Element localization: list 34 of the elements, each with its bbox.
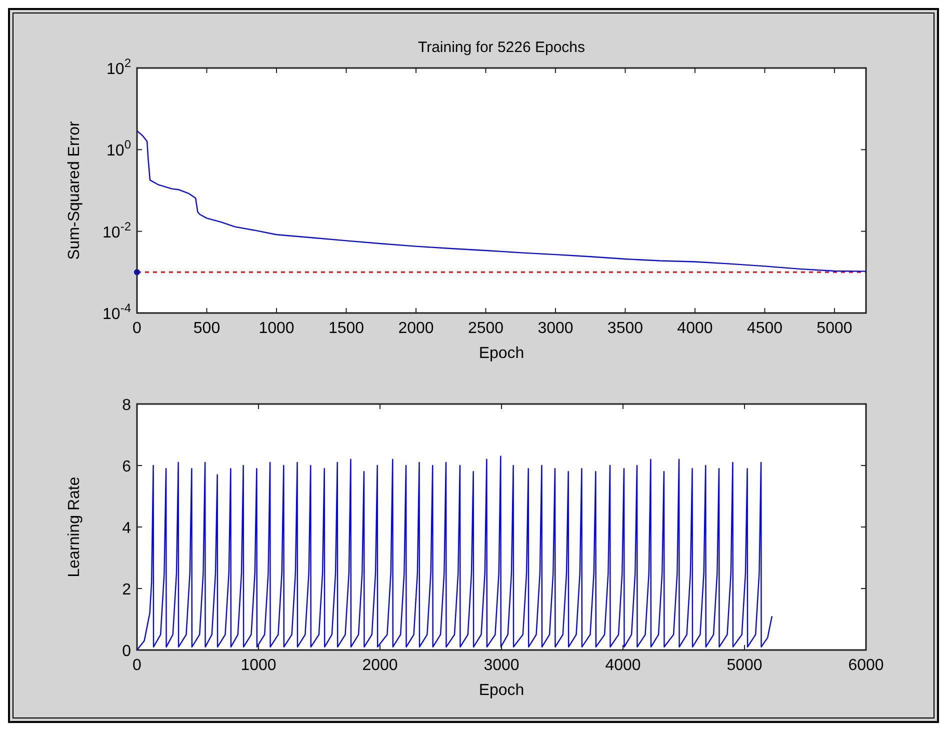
x-tick-label: 2500	[468, 320, 504, 337]
x-tick-label: 0	[132, 657, 142, 674]
y-tick-label: 10$^{-2}$	[102, 219, 132, 242]
x-tick-label: 6000	[848, 657, 884, 674]
x-tick-label: 4500	[746, 320, 783, 337]
x-tick-label: 3000	[484, 657, 520, 674]
x-tick-label: 4000	[605, 657, 641, 674]
x-tick-label: 4000	[677, 320, 713, 337]
y-axis-title: Learning Rate	[66, 476, 83, 578]
line-series	[136, 456, 773, 651]
y-tick-label: 8	[122, 397, 132, 414]
y-tick-label: 2	[122, 582, 132, 598]
x-tick-label: 5000	[726, 657, 762, 674]
chart-title: Training for 5226 Epochs	[418, 39, 586, 56]
y-tick-label: 10$^{0}$	[106, 138, 132, 160]
y-tick-label: 10$^{2}$	[106, 56, 132, 78]
x-tick-label: 0	[132, 320, 142, 337]
y-tick-label: 6	[122, 458, 132, 476]
y-tick-label: 4	[122, 520, 132, 537]
line-series	[136, 130, 867, 272]
x-tick-label: 1000	[240, 657, 276, 674]
x-tick-label: 5000	[816, 320, 852, 337]
y-tick-label: 0	[122, 643, 132, 660]
x-tick-label: 2000	[362, 657, 398, 674]
x-axis-title: Epoch	[478, 345, 524, 362]
x-tick-label: 3500	[607, 320, 644, 337]
x-tick-label: 2000	[398, 320, 434, 337]
x-axis-title: Epoch	[478, 682, 524, 699]
x-tick-label: 3000	[538, 320, 574, 337]
y-axis-title: Sum-Squared Error	[66, 120, 83, 260]
x-tick-label: 1500	[328, 320, 364, 337]
x-tick-label: 500	[193, 320, 220, 337]
x-tick-label: 1000	[258, 320, 294, 337]
y-tick-label: 10$^{-4}$	[102, 301, 132, 323]
